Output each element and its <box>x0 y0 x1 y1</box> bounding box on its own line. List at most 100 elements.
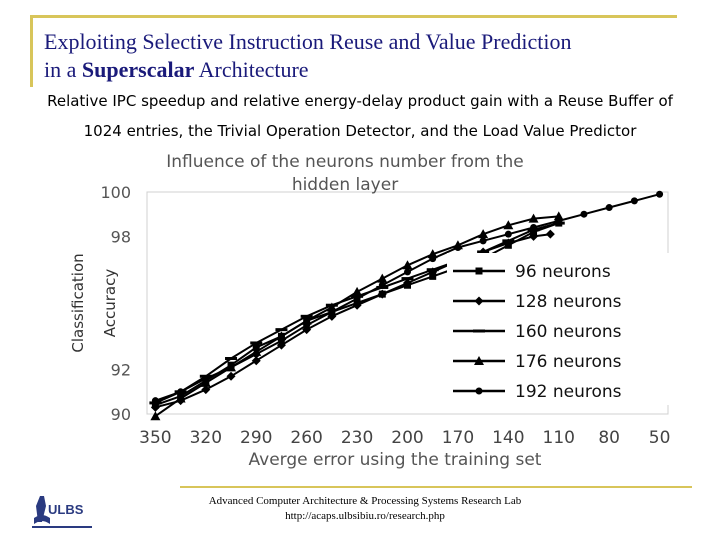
data-point <box>150 402 160 412</box>
data-point <box>352 286 363 296</box>
data-point <box>403 278 412 288</box>
data-point <box>378 281 386 289</box>
data-point <box>630 197 638 205</box>
data-point <box>275 328 288 332</box>
data-point <box>202 374 210 382</box>
legend-marker <box>475 387 483 395</box>
data-point <box>303 321 311 329</box>
x-tick-label: 80 <box>598 428 620 448</box>
logo-book <box>34 515 50 524</box>
data-point <box>580 210 588 218</box>
data-point <box>352 300 362 310</box>
legend: 96 neurons 128 neurons 160 neurons 176 neur… <box>447 253 669 405</box>
data-point <box>277 337 285 345</box>
legend-marker <box>474 296 484 306</box>
y-tick-label: 100 <box>100 183 131 202</box>
title-bold: Superscalar <box>81 57 195 82</box>
data-point <box>528 213 539 223</box>
data-point <box>428 267 438 277</box>
title-suffix: Architecture <box>194 57 309 82</box>
legend-marker <box>474 356 484 365</box>
footer-line-2: http://acaps.ulbsibiu.ro/research.php <box>285 510 445 522</box>
data-point <box>252 350 260 358</box>
data-point <box>427 249 438 259</box>
slide-title: Exploiting Selective Instruction Reuse a… <box>44 28 684 84</box>
data-point <box>326 302 337 312</box>
x-tick-label: 50 <box>649 428 671 448</box>
data-point <box>478 229 489 239</box>
data-point <box>200 377 211 387</box>
legend-marker <box>473 329 485 333</box>
y-axis-label-inner: Accuracy <box>101 269 119 338</box>
data-point <box>401 277 414 281</box>
data-point <box>555 217 563 225</box>
legend-box <box>447 253 669 405</box>
data-point <box>545 229 555 239</box>
data-point <box>502 239 515 243</box>
y-tick-labels: 90 92 98 100 <box>100 183 131 424</box>
data-point <box>251 356 261 366</box>
data-point <box>503 220 514 230</box>
data-point <box>479 237 487 245</box>
title-frame-left <box>30 15 33 87</box>
data-point <box>530 224 538 232</box>
y-tick-label: 98 <box>111 227 131 246</box>
series-192-neurons <box>151 190 664 405</box>
x-tick-label: 320 <box>190 428 222 448</box>
title-line-1: Exploiting Selective Instruction Reuse a… <box>44 29 572 54</box>
legend-marker <box>475 267 483 275</box>
x-tick-label: 110 <box>543 428 575 448</box>
data-point <box>553 211 564 221</box>
data-point <box>429 255 437 263</box>
data-point <box>504 230 512 238</box>
x-tick-label: 350 <box>139 428 171 448</box>
data-point <box>301 315 312 325</box>
logo-underline <box>32 526 92 528</box>
ulbs-logo <box>32 496 92 528</box>
legend-label: 176 neurons <box>515 352 622 372</box>
data-point <box>656 190 664 198</box>
data-point <box>605 204 613 212</box>
legend-label: 192 neurons <box>515 382 622 402</box>
line-chart: Influence of the neurons number from the… <box>55 145 695 475</box>
subtitle-line-2: 1024 entries, the Trivial Operation Dete… <box>83 122 637 140</box>
y-tick-label: 90 <box>111 405 131 424</box>
data-point <box>477 250 490 254</box>
x-tick-label: 260 <box>290 428 322 448</box>
data-point <box>529 231 539 241</box>
footer-rule <box>180 486 692 488</box>
chart-title-line-1: Influence of the neurons number from the <box>166 152 523 172</box>
slide-subtitle: Relative IPC speedup and relative energy… <box>0 86 720 146</box>
x-tick-label: 230 <box>341 428 373 448</box>
legend-label: 160 neurons <box>515 322 622 342</box>
data-point <box>150 411 161 421</box>
x-tick-label: 290 <box>240 428 272 448</box>
data-point <box>226 371 236 381</box>
title-line-2: in a Superscalar Architecture <box>44 56 684 84</box>
data-point <box>225 357 238 360</box>
title-frame-top <box>30 15 677 18</box>
data-point <box>250 341 263 345</box>
data-point <box>454 244 462 251</box>
data-point <box>426 268 439 272</box>
footer-line-1: Advanced Computer Architecture & Process… <box>208 495 522 507</box>
footer: Advanced Computer Architecture & Process… <box>180 494 550 524</box>
data-point <box>328 308 336 316</box>
data-point <box>175 393 186 403</box>
logo-text: ULBS <box>48 502 84 517</box>
subtitle-line-1: Relative IPC speedup and relative energy… <box>47 92 673 110</box>
data-point <box>404 268 411 276</box>
x-tick-label: 170 <box>442 428 474 448</box>
data-point <box>353 295 361 303</box>
legend-label: 96 neurons <box>515 262 611 282</box>
chart-title-line-2: hidden layer <box>292 175 398 195</box>
data-point <box>151 397 159 405</box>
data-point <box>377 289 387 299</box>
title-prefix: in a <box>44 57 82 82</box>
x-tick-labels: 350 320 290 260 230 200 170 140 110 80 50 <box>139 428 670 448</box>
legend-label: 128 neurons <box>515 292 622 312</box>
data-point <box>227 363 235 371</box>
y-tick-label: 92 <box>111 361 131 380</box>
data-point <box>177 388 185 396</box>
x-tick-label: 140 <box>492 428 524 448</box>
